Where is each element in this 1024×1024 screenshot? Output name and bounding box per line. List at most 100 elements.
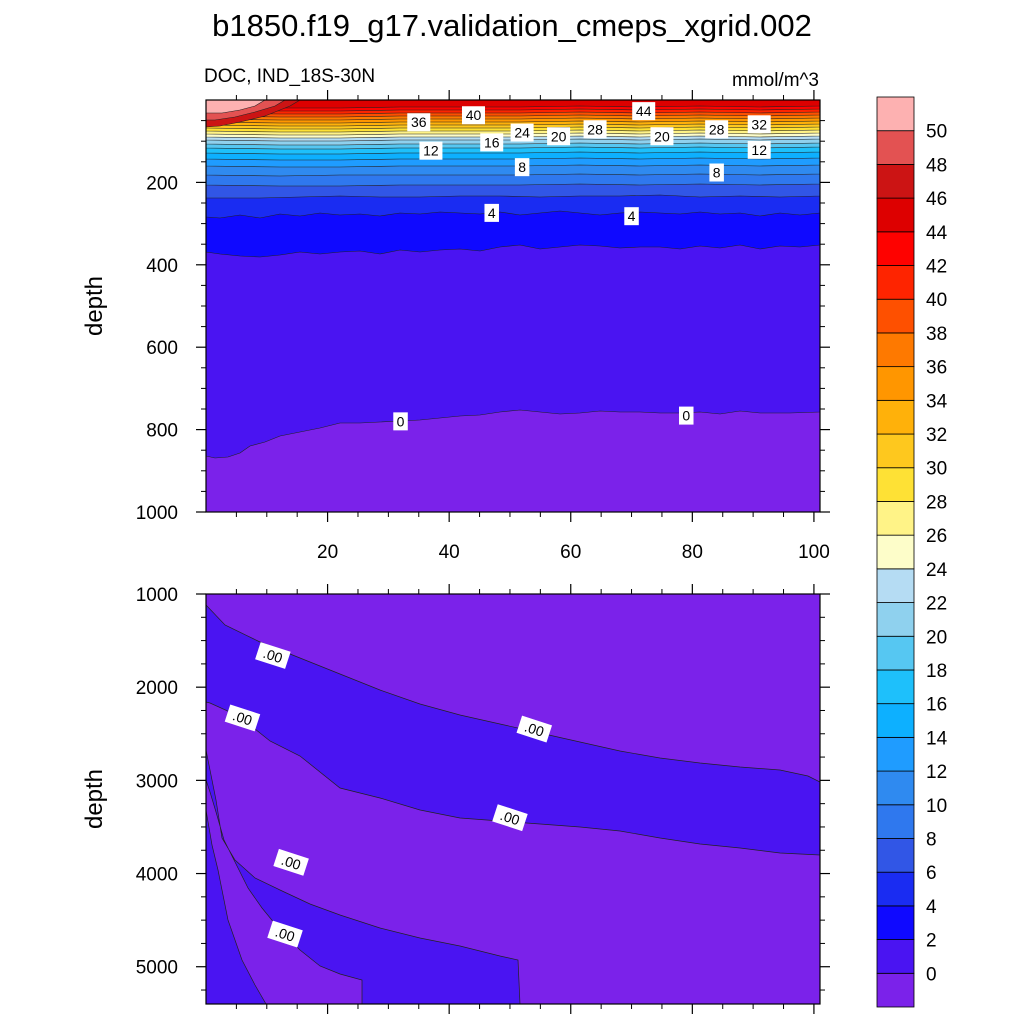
contour-label-bg bbox=[393, 412, 408, 431]
contour-label-text: 12 bbox=[751, 142, 767, 158]
contour-label-text: 0 bbox=[397, 413, 405, 429]
colorbar-box bbox=[876, 130, 915, 165]
contour-label-bg bbox=[461, 106, 485, 125]
colorbar-level-label: 14 bbox=[926, 728, 948, 749]
colorbar-box bbox=[876, 399, 915, 435]
colorbar-box bbox=[876, 501, 915, 536]
lower-panel-frame bbox=[205, 593, 821, 1005]
lower-y-tick-label: 4000 bbox=[136, 865, 178, 886]
contour-label: 36 bbox=[407, 113, 431, 132]
contour-label: 8 bbox=[514, 158, 530, 177]
colorbar-level-label: 16 bbox=[926, 695, 947, 716]
contour-label-bg bbox=[747, 115, 771, 134]
band-gt50 bbox=[206, 100, 266, 114]
contour-label-text: 0 bbox=[682, 408, 690, 424]
contour-label-bg bbox=[650, 127, 674, 146]
contour-label: 4 bbox=[624, 207, 639, 226]
contour-label-bg bbox=[492, 804, 528, 832]
colorbar-box bbox=[876, 939, 915, 974]
colorbar-box bbox=[876, 736, 915, 772]
contour-label-bg bbox=[516, 715, 553, 743]
chart-title: b1850.f19_g17.validation_cmeps_xgrid.002 bbox=[212, 8, 812, 43]
colorbar-level-label: 44 bbox=[926, 223, 948, 244]
contour-label: .00 bbox=[267, 920, 303, 948]
colorbar-box bbox=[876, 265, 915, 300]
contour-label-text: 28 bbox=[709, 121, 725, 137]
contour-label: .00 bbox=[492, 804, 528, 832]
contour-label-bg bbox=[747, 140, 771, 159]
contour-label-bg bbox=[632, 102, 656, 121]
colorbar-box bbox=[876, 871, 915, 907]
contour-label-text: 28 bbox=[587, 121, 603, 137]
colorbar-box bbox=[876, 366, 915, 401]
colorbar-box bbox=[876, 96, 915, 132]
contour-label: 12 bbox=[747, 140, 771, 159]
contour-label-text: 32 bbox=[751, 116, 767, 132]
colorbar-box bbox=[876, 467, 915, 502]
upper-y-tick-label: 600 bbox=[146, 338, 178, 359]
contour-label-text: .00 bbox=[498, 807, 522, 828]
colorbar-level-label: 0 bbox=[926, 964, 937, 985]
contour-label-text: 4 bbox=[488, 205, 496, 221]
contour-label-text: 24 bbox=[514, 125, 530, 141]
contour-label-bg bbox=[709, 163, 724, 182]
colorbar-level-label: 12 bbox=[926, 762, 947, 783]
contour-label-bg bbox=[267, 920, 303, 948]
contour-label: 24 bbox=[510, 123, 534, 142]
upper-x-tick-label: 100 bbox=[798, 542, 830, 563]
colorbar-box bbox=[876, 568, 915, 603]
colorbar-level-label: 20 bbox=[926, 627, 947, 648]
lower-y-tick-label: 5000 bbox=[136, 958, 178, 979]
colorbar-level-label: 4 bbox=[926, 897, 937, 918]
contour-label-bg bbox=[273, 848, 309, 876]
contour-label-bg bbox=[224, 704, 261, 732]
colorbar-box bbox=[876, 332, 915, 368]
contour-label: 8 bbox=[709, 163, 724, 182]
colorbar-box bbox=[876, 972, 915, 1008]
lower-contour-labels: .00 .00 .00 .00 .00 .00 bbox=[224, 642, 553, 948]
upper-x-tick-label: 40 bbox=[439, 542, 460, 563]
colorbar-level-label: 42 bbox=[926, 257, 947, 278]
contour-label-text: .00 bbox=[231, 707, 255, 728]
lower-y-tick-label: 1000 bbox=[136, 585, 178, 606]
upper-x-tick-label: 20 bbox=[317, 542, 338, 563]
colorbar-box bbox=[876, 804, 915, 839]
colorbar: 0246810121416182022242628303234363840424… bbox=[876, 96, 948, 1008]
lower-y-tick-label: 2000 bbox=[136, 678, 178, 699]
contour-label: 0 bbox=[679, 406, 694, 425]
deep-band-left-edge bbox=[206, 809, 267, 1004]
contour-label-text: 44 bbox=[636, 103, 652, 119]
contour-label: 16 bbox=[480, 133, 504, 152]
contour-label-bg bbox=[419, 141, 443, 160]
upper-x-tick-label: 80 bbox=[682, 542, 703, 563]
lower-axes: 1000 2000 3000 4000 5000 bbox=[136, 584, 830, 1014]
colorbar-box bbox=[876, 433, 915, 469]
contour-label: .00 bbox=[224, 704, 261, 732]
colorbar-level-label: 24 bbox=[926, 560, 948, 581]
colorbar-box bbox=[876, 669, 915, 705]
colorbar-box bbox=[876, 298, 915, 334]
contour-label-bg bbox=[624, 207, 639, 226]
colorbar-level-label: 30 bbox=[926, 459, 947, 480]
panel-label-units: mmol/m^3 bbox=[732, 70, 819, 91]
contour-label: 28 bbox=[705, 120, 729, 139]
contour-label: .00 bbox=[273, 848, 309, 876]
contour-label-text: .00 bbox=[261, 645, 285, 666]
contour-label-text: .00 bbox=[279, 852, 303, 873]
colorbar-level-label: 34 bbox=[926, 391, 948, 412]
colorbar-level-label: 50 bbox=[926, 122, 947, 143]
colorbar-level-label: 28 bbox=[926, 492, 947, 513]
contour-label-bg bbox=[407, 113, 431, 132]
colorbar-box bbox=[876, 703, 915, 738]
colorbar-level-label: 32 bbox=[926, 425, 947, 446]
upper-y-tick-label: 200 bbox=[146, 173, 178, 194]
contour-label-text: 16 bbox=[484, 134, 500, 150]
lower-panel-plot bbox=[206, 594, 820, 1004]
contour-label: 4 bbox=[484, 203, 499, 222]
contour-label-bg bbox=[547, 127, 571, 146]
contour-label-text: 12 bbox=[423, 143, 439, 159]
lower-y-tick-label: 3000 bbox=[136, 771, 178, 792]
colorbar-level-label: 26 bbox=[926, 526, 947, 547]
contour-label-text: 8 bbox=[518, 159, 526, 175]
